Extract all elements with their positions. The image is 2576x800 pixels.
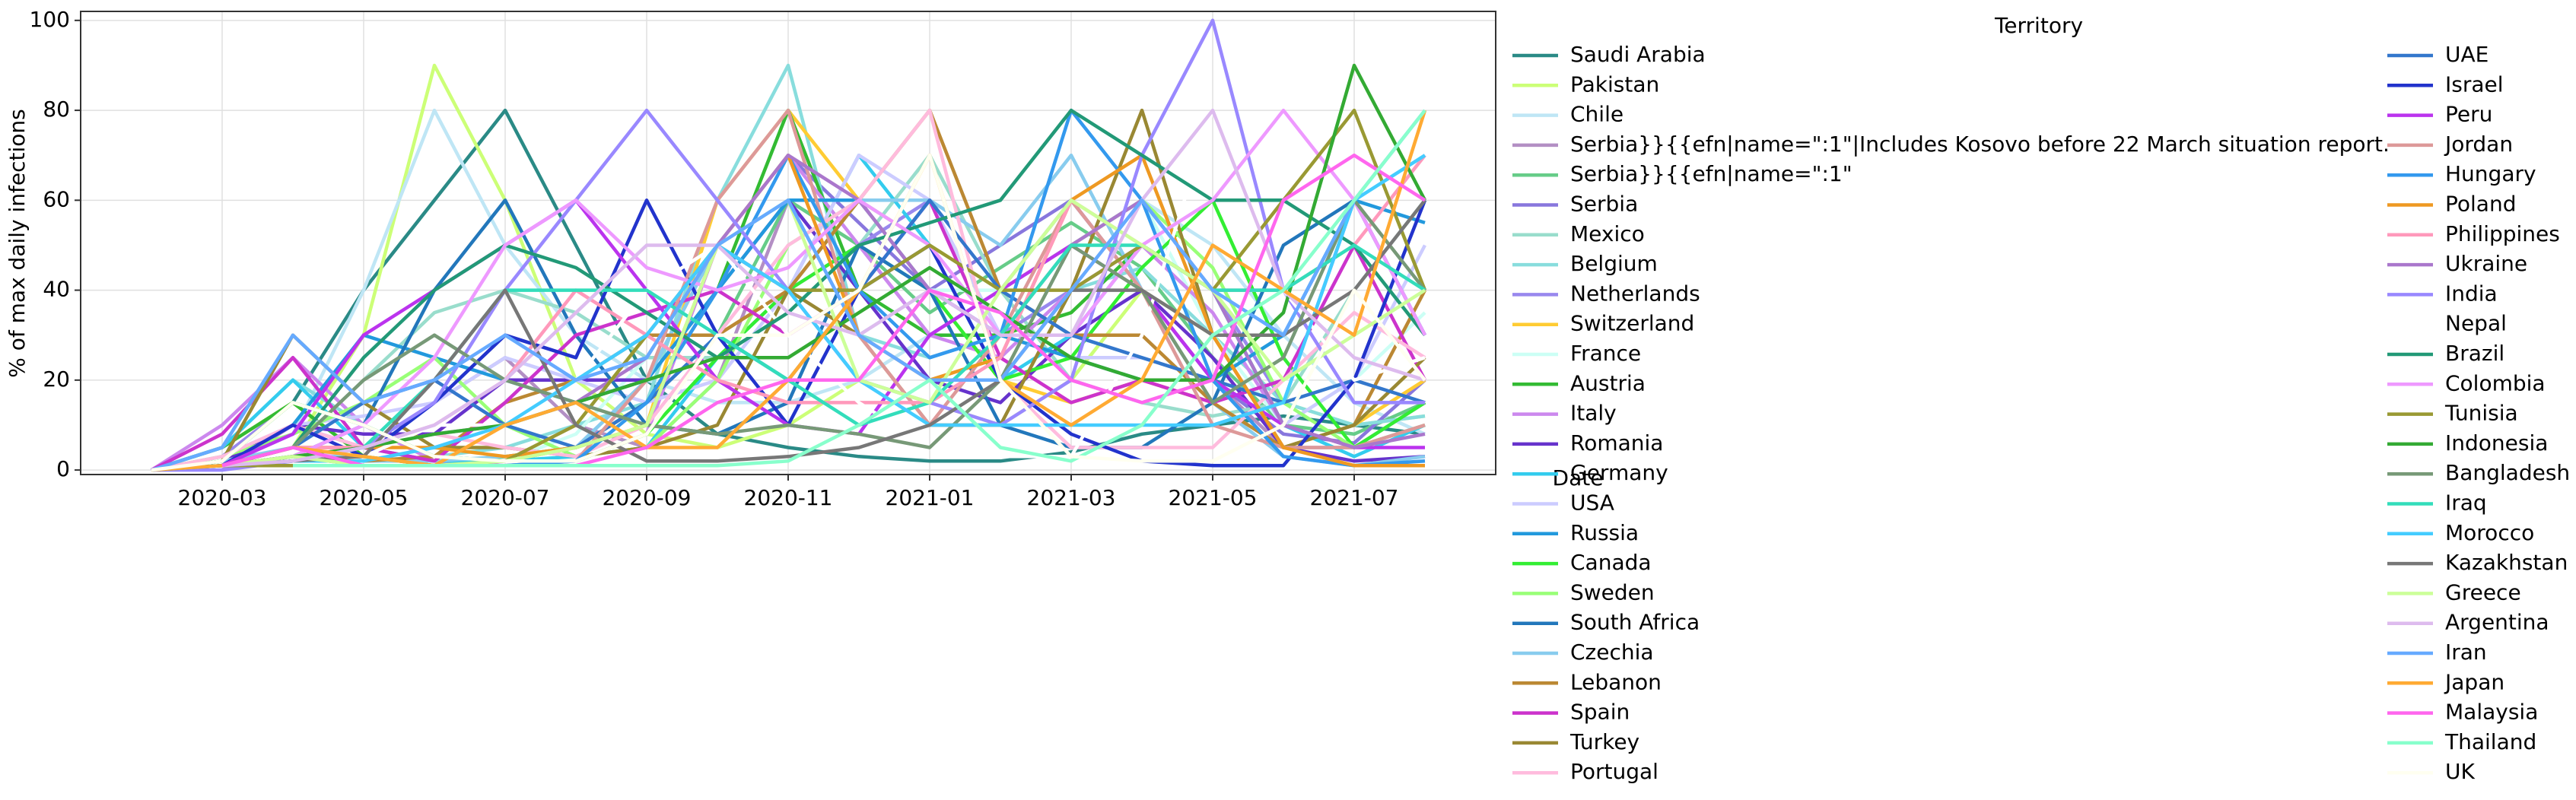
legend-label: Portugal: [1570, 759, 1658, 784]
legend-label: Romania: [1570, 430, 1663, 456]
legend-label: Peru: [2445, 102, 2492, 127]
legend-label: Nepal: [2445, 311, 2507, 336]
legend-label: Morocco: [2445, 520, 2534, 545]
legend-label: Serbia}}{{efn|name=":1": [1570, 161, 1852, 186]
x-tick-label: 2021-01: [886, 485, 975, 510]
legend-label: Sweden: [1570, 579, 1655, 605]
legend-label: Belgium: [1570, 251, 1658, 276]
legend-label: Serbia: [1570, 192, 1638, 217]
series-line: [151, 109, 1426, 472]
series-line: [293, 109, 1426, 468]
legend-label: Philippines: [2445, 221, 2560, 246]
legend-label: Israel: [2445, 71, 2504, 97]
legend-label: Bangladesh: [2445, 460, 2570, 485]
x-tick-label: 2020-05: [320, 485, 409, 510]
axes: 0 20 40 60 80 100 2020-03 2020-05 2020-07 2020-09…: [30, 7, 1399, 510]
x-axis-label: Date: [1553, 465, 1604, 490]
legend-label: Canada: [1570, 550, 1652, 575]
legend-label: Italy: [1570, 401, 1617, 426]
legend-label: Colombia: [2445, 370, 2546, 395]
legend-label: Malaysia: [2445, 700, 2538, 725]
series-line: [221, 108, 1426, 468]
x-tick-label: 2021-05: [1169, 485, 1258, 510]
legend-label: Jordan: [2444, 132, 2513, 157]
legend-label: Switzerland: [1570, 311, 1694, 336]
legend-label: South Africa: [1570, 610, 1700, 635]
legend-label: Poland: [2445, 192, 2516, 217]
legend-label: India: [2445, 281, 2498, 306]
legend-label: Indonesia: [2445, 430, 2548, 456]
legend-label: Czechia: [1570, 640, 1654, 665]
legend-label: Netherlands: [1570, 281, 1700, 306]
legend-label: Russia: [1570, 520, 1639, 545]
legend-label: Saudi Arabia: [1570, 42, 1706, 67]
legend-label: Hungary: [2445, 161, 2536, 186]
legend-label: Spain: [1570, 700, 1630, 725]
legend-label: Turkey: [1569, 729, 1639, 754]
y-tick-label: 20: [43, 367, 70, 392]
x-tick-label: 2021-03: [1027, 485, 1116, 510]
x-tick-label: 2020-03: [178, 485, 267, 510]
legend-label: France: [1570, 341, 1641, 366]
y-tick-label: 60: [43, 186, 70, 211]
legend-label: Iran: [2445, 640, 2487, 665]
legend-label: Tunisia: [2444, 401, 2518, 426]
series-line: [151, 153, 1426, 472]
legend-label: Lebanon: [1570, 669, 1662, 694]
series-line: [221, 108, 1426, 468]
series-line: [221, 108, 1426, 468]
legend-label: Japan: [2444, 669, 2504, 694]
lines: [150, 18, 1427, 472]
y-axis-label: % of max daily infections: [5, 109, 30, 378]
legend-label: UK: [2445, 759, 2475, 784]
series-line: [221, 198, 1426, 468]
x-tick-label: 2020-11: [744, 485, 833, 510]
legend-label: Ukraine: [2445, 251, 2527, 276]
y-tick-label: 0: [56, 456, 70, 481]
legend-label: USA: [1570, 490, 1614, 516]
legend: Saudi Arabia Pakistan Chile Serbia}}{{efn|n…: [1512, 42, 2570, 784]
series-line: [221, 198, 1426, 468]
legend-label: UAE: [2445, 42, 2489, 67]
legend-label: Mexico: [1570, 221, 1645, 246]
legend-label: Argentina: [2445, 610, 2549, 635]
x-tick-label: 2020-07: [461, 485, 550, 510]
legend-label: Serbia}}{{efn|name=":1"|Includes Kosovo …: [1570, 132, 2390, 157]
legend-label: Chile: [1570, 102, 1624, 127]
legend-title: Territory: [1994, 13, 2083, 38]
x-tick-label: 2021-07: [1310, 485, 1399, 510]
y-tick-label: 40: [43, 277, 70, 302]
legend-label: Greece: [2445, 579, 2521, 605]
legend-label: Kazakhstan: [2445, 550, 2568, 575]
legend-label: Pakistan: [1570, 71, 1659, 97]
legend-label: Austria: [1570, 370, 1646, 395]
x-tick-label: 2020-09: [603, 485, 692, 510]
legend-label: Brazil: [2445, 341, 2504, 366]
y-tick-label: 100: [30, 7, 70, 32]
legend-label: Thailand: [2444, 729, 2536, 754]
y-tick-label: 80: [43, 97, 70, 122]
legend-label: Germany: [1570, 460, 1668, 485]
legend-label: Iraq: [2445, 490, 2487, 516]
